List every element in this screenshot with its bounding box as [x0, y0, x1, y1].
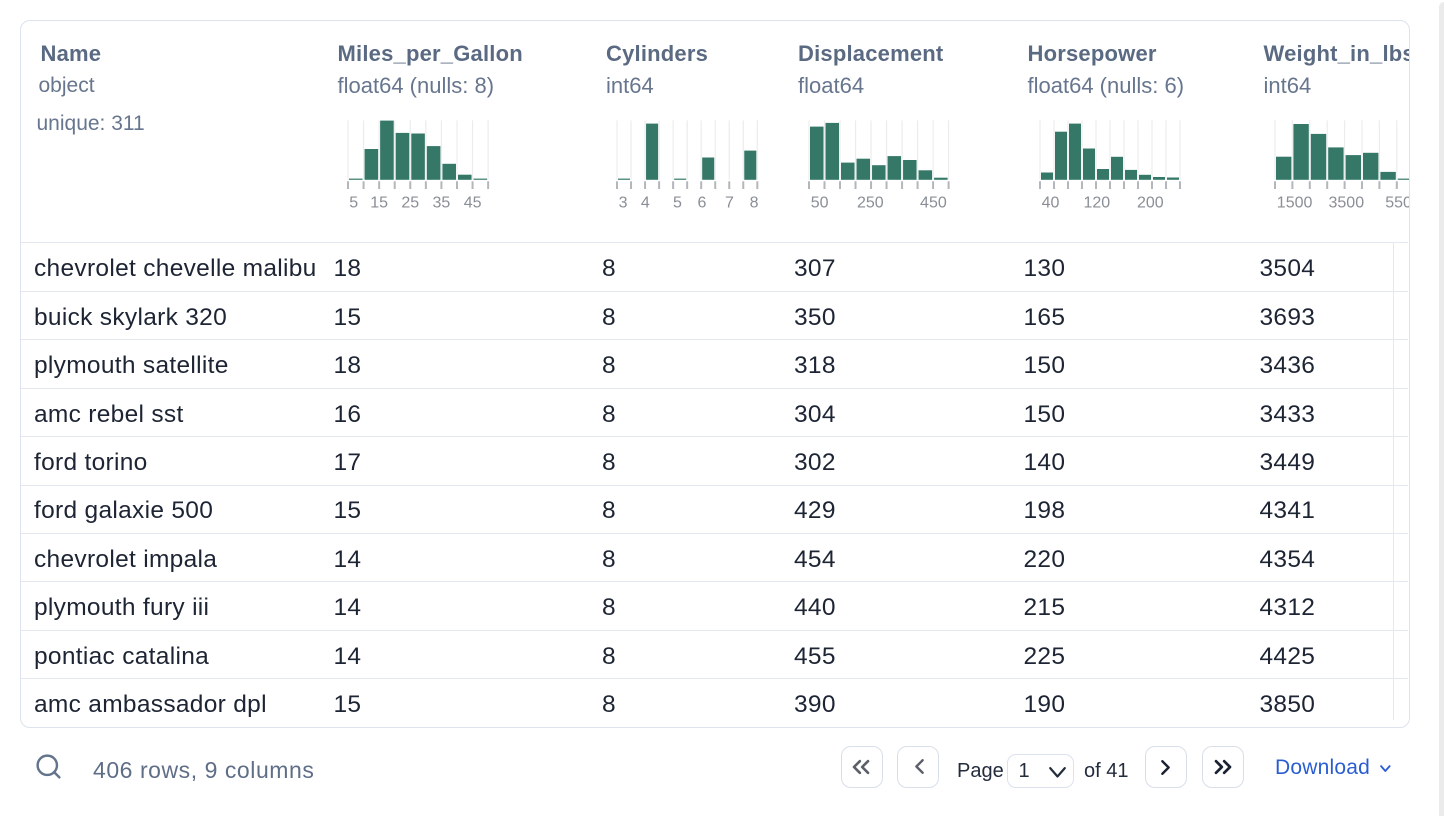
svg-text:35: 35: [433, 195, 451, 212]
svg-text:200: 200: [1136, 195, 1163, 212]
svg-text:15: 15: [370, 195, 388, 212]
svg-text:3: 3: [618, 195, 627, 212]
svg-text:3500: 3500: [1328, 195, 1364, 212]
svg-text:4: 4: [641, 195, 650, 212]
svg-text:450: 450: [920, 195, 947, 212]
svg-text:250: 250: [857, 195, 884, 212]
svg-text:5: 5: [673, 195, 682, 212]
svg-text:45: 45: [464, 195, 482, 212]
svg-text:5: 5: [349, 195, 358, 212]
svg-text:25: 25: [402, 195, 420, 212]
svg-text:50: 50: [811, 195, 829, 212]
svg-text:7: 7: [725, 195, 734, 212]
svg-text:120: 120: [1083, 195, 1110, 212]
svg-text:8: 8: [749, 195, 758, 212]
svg-text:40: 40: [1041, 195, 1059, 212]
svg-text:6: 6: [697, 195, 706, 212]
svg-text:5500: 5500: [1385, 195, 1410, 212]
svg-text:1500: 1500: [1276, 195, 1312, 212]
